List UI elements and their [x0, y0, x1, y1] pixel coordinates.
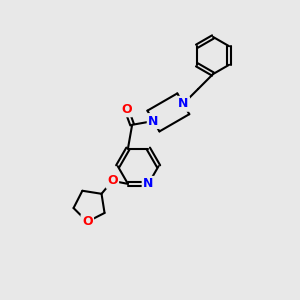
- Text: O: O: [107, 174, 118, 188]
- Text: O: O: [82, 215, 93, 228]
- Text: O: O: [121, 103, 132, 116]
- Text: N: N: [178, 97, 188, 110]
- Text: N: N: [143, 177, 154, 190]
- Text: N: N: [148, 115, 159, 128]
